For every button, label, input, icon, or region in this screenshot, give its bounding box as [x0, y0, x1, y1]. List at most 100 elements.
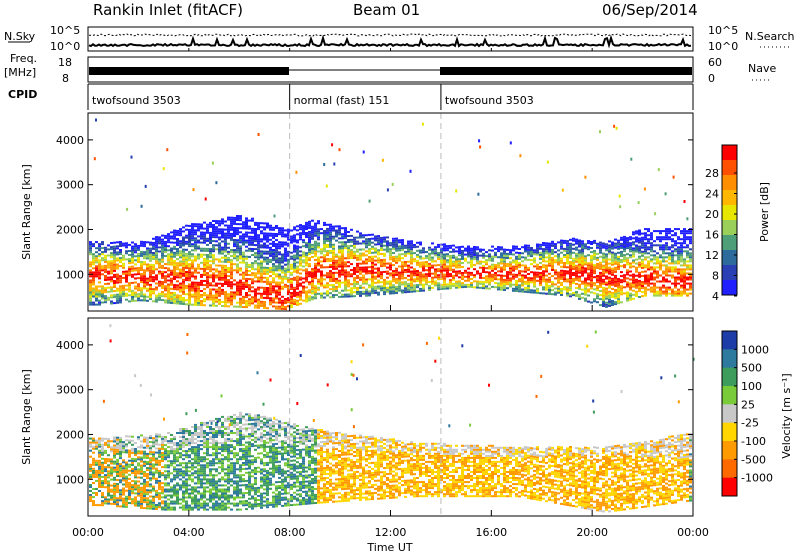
- range-cell: [611, 241, 614, 244]
- range-cell: [125, 485, 128, 488]
- range-cell: [269, 238, 272, 241]
- range-cell: [143, 251, 146, 254]
- range-cell: [590, 279, 593, 282]
- range-cell: [644, 244, 647, 247]
- range-cell: [581, 250, 584, 253]
- range-cell: [665, 234, 668, 237]
- range-cell: [536, 291, 539, 294]
- range-cell: [509, 253, 512, 256]
- range-cell: [401, 253, 404, 256]
- range-cell: [596, 279, 599, 282]
- range-cell: [686, 266, 689, 269]
- range-cell: [119, 447, 122, 449]
- range-cell: [89, 441, 92, 444]
- range-cell: [368, 244, 371, 246]
- range-cell: [575, 278, 578, 281]
- range-cell: [434, 264, 437, 267]
- range-cell: [620, 236, 623, 239]
- power-frame: [87, 112, 694, 312]
- range-cell: [107, 262, 110, 265]
- range-cell: [95, 445, 98, 448]
- range-cell: [644, 250, 647, 253]
- range-cell: [509, 269, 512, 272]
- range-cell: [110, 272, 113, 275]
- range-cell: [212, 294, 215, 297]
- range-cell: [602, 290, 605, 293]
- range-cell: [551, 281, 554, 284]
- range-cell: [389, 274, 392, 277]
- range-cell: [524, 266, 527, 269]
- range-cell: [449, 257, 452, 259]
- range-cell: [176, 238, 179, 240]
- range-cell: [305, 268, 308, 271]
- range-cell: [287, 291, 290, 294]
- range-cell: [197, 293, 200, 296]
- range-cell: [545, 270, 548, 273]
- range-cell: [233, 222, 236, 225]
- range-cell: [209, 231, 212, 234]
- range-cell: [149, 257, 152, 260]
- range-cell: [575, 254, 578, 257]
- range-cell: [620, 261, 623, 263]
- range-cell: [131, 298, 134, 300]
- range-cell: [584, 261, 587, 264]
- range-cell: [194, 237, 197, 240]
- range-cell: [245, 281, 248, 284]
- range-cell: [680, 244, 683, 247]
- range-cell: [389, 266, 392, 269]
- range-cell: [119, 449, 122, 451]
- range-cell: [569, 252, 572, 255]
- range-cell: [98, 277, 101, 280]
- freq-strip: Freq. [MHz] 18 8 60 0 Nave: [4, 52, 776, 85]
- range-cell: [347, 261, 350, 264]
- range-cell: [107, 484, 110, 487]
- range-cell: [338, 271, 341, 274]
- range-cell: [404, 252, 407, 255]
- range-cell: [575, 293, 578, 295]
- range-cell: [500, 256, 503, 259]
- range-cell: [230, 291, 233, 294]
- range-cell: [500, 262, 503, 265]
- range-cell: [209, 296, 212, 299]
- range-cell: [110, 502, 113, 505]
- range-cell: [311, 296, 314, 299]
- range-cell: [509, 261, 512, 264]
- range-cell: [452, 254, 455, 257]
- range-cell: [518, 288, 521, 291]
- range-cell: [200, 275, 203, 278]
- range-cell: [356, 242, 359, 245]
- range-cell: [620, 253, 623, 255]
- range-cell: [356, 287, 359, 289]
- range-cell: [320, 264, 323, 267]
- range-cell: [638, 247, 641, 250]
- range-cell: [566, 252, 569, 255]
- range-cell: [614, 276, 617, 279]
- range-cell: [545, 248, 548, 251]
- range-cell: [464, 249, 467, 252]
- range-cell: [356, 293, 359, 295]
- range-cell: [218, 278, 221, 281]
- range-cell: [344, 235, 347, 238]
- range-cell: [122, 289, 125, 291]
- range-cell: [110, 494, 113, 497]
- range-cell: [602, 244, 605, 247]
- nsky-tick-top: 10^5: [50, 24, 80, 37]
- range-cell: [569, 254, 572, 257]
- range-cell: [332, 255, 335, 258]
- range-cell: [116, 289, 119, 292]
- range-cell: [221, 268, 224, 271]
- range-cell: [92, 461, 95, 464]
- range-cell: [116, 275, 119, 278]
- range-cell: [635, 294, 638, 297]
- range-cell: [95, 297, 98, 300]
- range-cell: [656, 262, 659, 265]
- range-cell: [602, 264, 605, 267]
- range-cell: [398, 289, 401, 292]
- range-cell: [332, 278, 335, 280]
- range-cell: [440, 261, 443, 264]
- range-cell: [359, 286, 362, 289]
- freq-block-2: [440, 67, 692, 75]
- range-cell: [212, 258, 215, 261]
- range-cell: [470, 286, 473, 288]
- range-cell: [587, 294, 590, 297]
